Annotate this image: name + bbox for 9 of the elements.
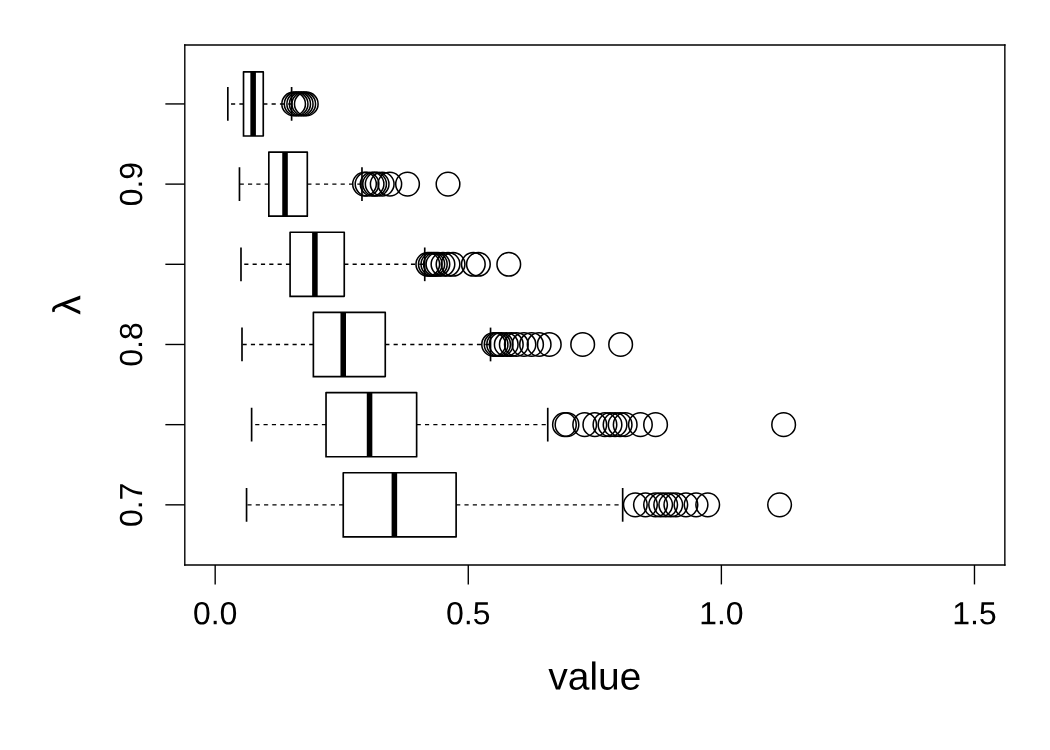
y-tick-label: 0.9 bbox=[119, 163, 143, 206]
x-tick-label: 0.5 bbox=[447, 601, 490, 625]
y-tick-label: 0.8 bbox=[119, 323, 143, 366]
x-axis-title: value bbox=[548, 661, 640, 690]
y-axis-title: λ bbox=[52, 295, 81, 315]
x-tick-label: 1.0 bbox=[701, 601, 743, 625]
x-tick-label: 0.0 bbox=[194, 601, 237, 625]
x-tick-label: 1.5 bbox=[954, 602, 996, 625]
y-tick-label: 0.7 bbox=[119, 484, 143, 526]
